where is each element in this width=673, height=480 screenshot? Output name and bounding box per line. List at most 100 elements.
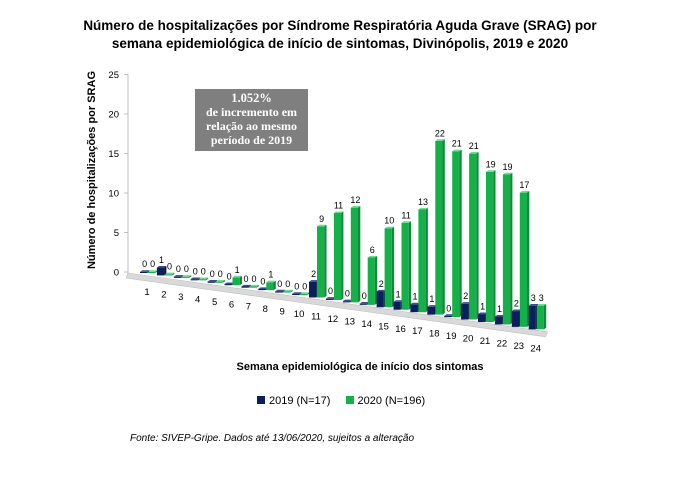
bar-side-2020-week-5 <box>222 280 226 283</box>
bar-side-2020-week-6 <box>239 275 242 286</box>
bar-top-2019-week-17 <box>410 302 420 305</box>
data-label-2020-week-7: 0 <box>251 274 256 284</box>
data-label-2019-week-16: 1 <box>396 289 401 299</box>
data-label-2019-week-18: 1 <box>429 294 434 304</box>
bar-top-2019-week-11 <box>309 280 319 282</box>
callout-percent: 1.052% <box>231 91 272 105</box>
data-label-2020-week-10: 0 <box>302 281 307 291</box>
x-tick-label-20: 20 <box>463 334 474 345</box>
bar-top-2020-week-2 <box>164 272 175 275</box>
bar-top-2020-week-8 <box>266 280 276 283</box>
data-label-2020-week-1: 0 <box>150 259 155 269</box>
bar-2020-week-20 <box>469 153 477 320</box>
bar-top-2019-week-15 <box>376 289 387 292</box>
x-tick-label-23: 23 <box>514 341 525 352</box>
bar-top-2020-week-1 <box>148 270 158 272</box>
x-tick-label-18: 18 <box>429 329 440 340</box>
x-tick-label-14: 14 <box>361 319 372 330</box>
legend-label-2019: 2019 (N=17) <box>269 395 331 407</box>
bar-top-2019-week-9 <box>275 289 285 292</box>
bar-top-2020-week-9 <box>283 289 293 292</box>
bar-2020-week-14 <box>367 257 375 305</box>
bar-side-2020-week-12 <box>341 211 344 300</box>
bar-2019-week-10 <box>292 293 300 296</box>
bar-2019-week-16 <box>393 301 401 310</box>
bar-top-2020-week-15 <box>384 226 395 229</box>
bar-top-2019-week-24 <box>528 304 539 306</box>
bar-top-2020-week-3 <box>181 275 192 277</box>
callout-line-2: de incremento em <box>205 105 298 119</box>
bar-top-2019-week-8 <box>258 287 268 289</box>
bar-top-2020-week-5 <box>215 280 226 282</box>
bar-top-2019-week-7 <box>241 284 251 287</box>
bar-top-2020-week-18 <box>435 139 445 141</box>
data-label-2020-week-12: 11 <box>334 200 343 210</box>
bar-top-2020-week-14 <box>367 255 378 258</box>
bar-side-2019-week-2 <box>164 265 167 276</box>
bar-2020-week-7 <box>249 286 257 288</box>
bar-top-2020-week-19 <box>452 149 462 152</box>
bar-2019-week-17 <box>410 304 418 313</box>
bar-top-2019-week-3 <box>173 275 184 277</box>
source-note: Fonte: SIVEP-Gripe. Dados até 13/06/2020… <box>130 433 415 444</box>
bar-2020-week-1 <box>148 271 156 273</box>
bar-side-2020-week-22 <box>510 172 513 325</box>
bar-top-2019-week-5 <box>207 280 218 282</box>
y-axis-label: Número de hospitalizações por SRAG <box>86 70 98 270</box>
data-label-2020-week-4: 0 <box>201 267 206 277</box>
data-label-2020-week-23: 17 <box>519 180 529 190</box>
y-tick-label: 0 <box>114 268 119 279</box>
bar-side-2020-week-9 <box>290 289 293 293</box>
bar-top-2020-week-20 <box>469 152 479 154</box>
bar-2020-week-4 <box>198 279 206 281</box>
bar-side-2020-week-7 <box>256 284 259 288</box>
chart-title-line-1: Número de hospitalizações por Síndrome R… <box>83 18 597 33</box>
data-label-2020-week-11: 9 <box>319 214 324 224</box>
data-label-2019-week-8: 0 <box>260 276 265 286</box>
data-label-2019-week-14: 0 <box>362 291 367 301</box>
x-tick-label-9: 9 <box>280 307 285 318</box>
callout-line-4: período de 2019 <box>210 133 293 147</box>
bar-2019-week-9 <box>275 291 283 293</box>
x-tick-label-11: 11 <box>311 312 321 323</box>
bar-2020-week-13 <box>350 207 358 303</box>
x-tick-label-15: 15 <box>378 321 389 332</box>
bar-2020-week-9 <box>283 291 291 293</box>
bar-2019-week-8 <box>258 288 266 291</box>
data-label-2020-week-9: 0 <box>285 279 290 289</box>
data-label-2019-week-2: 1 <box>159 255 164 265</box>
legend-swatch-2020 <box>345 396 354 404</box>
bar-2020-week-17 <box>418 209 426 313</box>
data-label-2020-week-14: 6 <box>370 245 375 255</box>
data-label-2020-week-19: 21 <box>452 139 462 149</box>
data-label-2020-week-22: 19 <box>502 162 512 172</box>
bar-2019-week-24 <box>528 305 536 330</box>
bar-side-2020-week-16 <box>408 221 411 310</box>
data-label-2020-week-13: 12 <box>350 195 360 205</box>
data-label-2019-week-22: 1 <box>497 304 502 314</box>
x-tick-label-2: 2 <box>161 289 166 300</box>
data-label-2020-week-21: 19 <box>486 159 496 169</box>
x-tick-label-10: 10 <box>294 309 305 320</box>
bar-top-2019-week-6 <box>224 282 234 285</box>
data-label-2019-week-7: 0 <box>243 274 248 284</box>
bar-2019-week-14 <box>359 303 367 305</box>
bar-2019-week-12 <box>325 298 334 300</box>
data-label-2020-week-16: 11 <box>401 210 410 220</box>
bar-top-2020-week-6 <box>232 275 242 278</box>
bar-top-2020-week-17 <box>418 207 428 210</box>
bar-2020-week-24 <box>536 305 544 330</box>
legend-item-2019: 2019 (N=17) <box>257 395 330 407</box>
x-tick-label-12: 12 <box>328 314 339 325</box>
bar-side-2020-week-4 <box>205 277 209 281</box>
data-label-2019-week-15: 2 <box>379 279 384 289</box>
increment-callout: 1.052% de incremento em relação ao mesmo… <box>195 89 308 151</box>
bar-top-2020-week-16 <box>401 221 411 223</box>
legend: 2019 (N=17) 2020 (N=196) <box>257 395 437 407</box>
data-label-2019-week-11: 2 <box>311 269 316 279</box>
bar-top-2019-week-14 <box>359 302 370 304</box>
data-label-2019-week-20: 2 <box>463 291 468 301</box>
x-tick-label-19: 19 <box>446 331 457 342</box>
bar-top-2019-week-10 <box>292 292 302 294</box>
